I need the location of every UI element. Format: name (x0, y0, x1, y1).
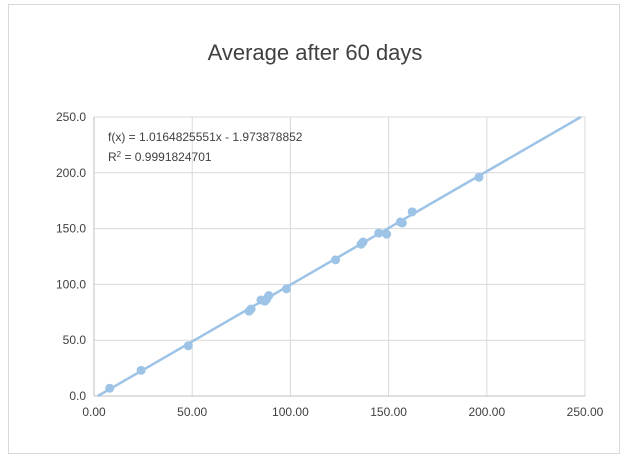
y-tick-label: 100.0 (56, 277, 86, 291)
data-point (183, 341, 193, 351)
data-points (105, 172, 484, 393)
data-point (407, 207, 417, 217)
gridlines (94, 116, 586, 396)
chart-title: Average after 60 days (207, 40, 423, 65)
data-point (382, 229, 392, 239)
x-tick-label: 100.00 (272, 405, 309, 419)
data-point (246, 304, 256, 314)
y-tick-label: 50.0 (63, 333, 87, 347)
data-point (331, 255, 341, 265)
data-point (264, 291, 274, 301)
x-tick-label: 0.00 (82, 405, 106, 419)
x-tick-label: 200.00 (468, 405, 505, 419)
data-point (358, 237, 368, 247)
trendline-group (97, 115, 582, 398)
y-tick-label: 0.0 (69, 389, 86, 403)
y-tick-label: 200.0 (56, 166, 86, 180)
trendline-r-squared: R2 = 0.9991824701 (108, 150, 212, 165)
data-point (374, 228, 384, 238)
axes (93, 117, 585, 397)
data-point (397, 218, 407, 228)
tick-labels: 0.0 50.0 100.0 150.0 200.0 250.0 0.00 50.00 100.… (56, 110, 604, 419)
data-point (136, 365, 146, 375)
data-point (281, 284, 291, 294)
trendline (97, 115, 582, 398)
trendline-equation: f(x) = 1.0164825551x - 1.973878852 (108, 130, 303, 144)
y-tick-label: 150.0 (56, 222, 86, 236)
x-tick-label: 150.00 (370, 405, 407, 419)
data-point (105, 383, 115, 393)
x-tick-label: 250.00 (567, 405, 604, 419)
data-point (474, 172, 484, 182)
y-tick-label: 250.0 (56, 110, 86, 124)
x-tick-label: 50.00 (177, 405, 207, 419)
